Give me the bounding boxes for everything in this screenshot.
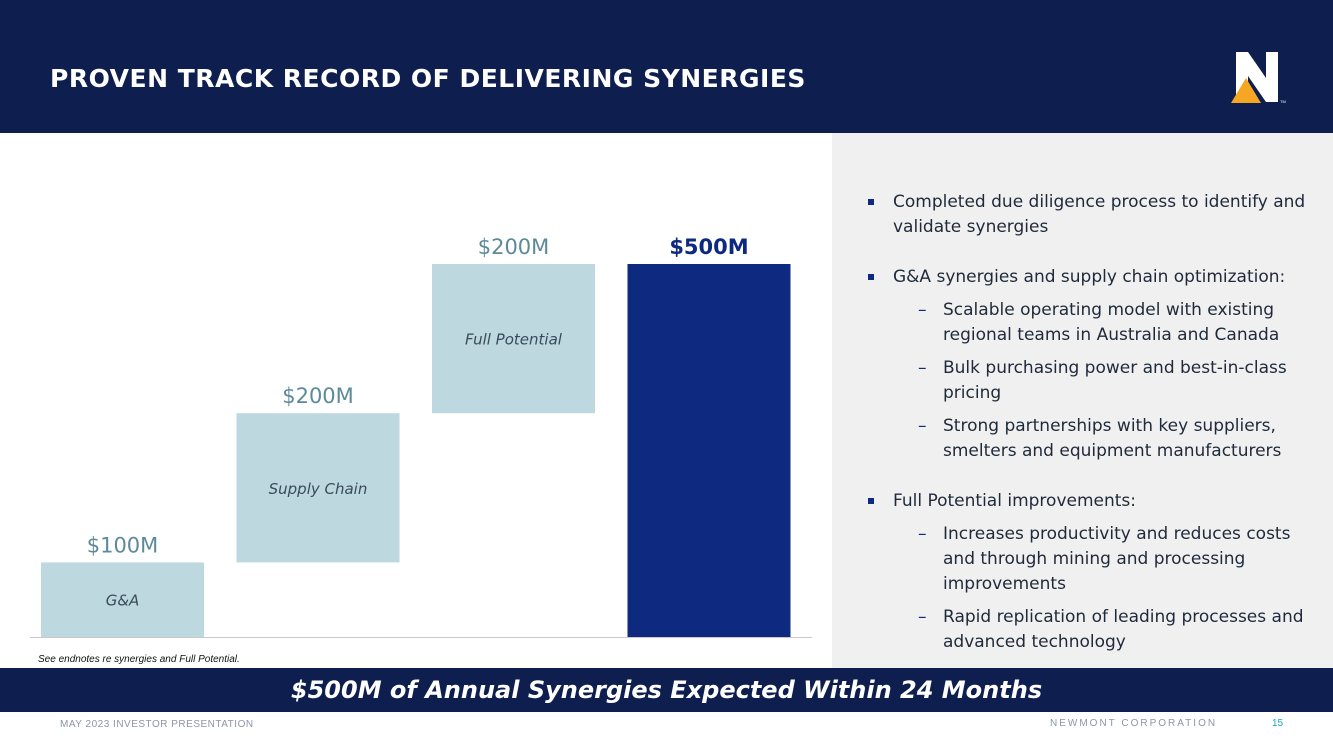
page-number: 15: [1272, 718, 1284, 729]
summary-banner: $500M of Annual Synergies Expected Withi…: [0, 668, 1333, 712]
dash-icon: –: [918, 358, 927, 378]
synergy-waterfall-chart: $100M G&A $200M Supply Chain $200M Full Poten…: [30, 235, 812, 665]
dash-icon: –: [918, 607, 927, 627]
sub-bullet-text: Strong partnerships with key suppliers, …: [943, 416, 1282, 461]
bullet-text: G&A synergies and supply chain optimizat…: [893, 267, 1286, 287]
bullet-square-icon: [868, 199, 874, 205]
bullet-item: Full Potential improvements: – Increases …: [868, 489, 1323, 655]
bullet-list: Completed due diligence process to ident…: [868, 190, 1323, 680]
footer-presentation-label: MAY 2023 INVESTOR PRESENTATION: [60, 719, 254, 730]
dash-icon: –: [918, 416, 927, 436]
bullet-text: Full Potential improvements:: [893, 491, 1137, 511]
increment-bar: [41, 562, 204, 637]
newmont-n-logo-icon: TM: [1231, 52, 1286, 104]
total-bar: [627, 264, 791, 637]
sub-bullet: – Bulk purchasing power and best-in-class…: [893, 356, 1323, 406]
bar-category-label: G&A: [106, 592, 140, 610]
summary-banner-text: $500M of Annual Synergies Expected Withi…: [290, 676, 1043, 704]
sub-bullet: – Scalable operating model with existing …: [893, 298, 1323, 348]
sub-bullet: – Rapid replication of leading processes …: [893, 605, 1323, 655]
increment-bar: [236, 413, 400, 563]
bar-category-label: Supply Chain: [269, 480, 368, 498]
value-label: $500M: [669, 235, 748, 259]
increment-bar: [432, 264, 595, 414]
trademark-text: TM: [1280, 99, 1286, 104]
sub-bullet: – Increases productivity and reduces cost…: [893, 522, 1323, 597]
sub-bullet-text: Increases productivity and reduces costs…: [943, 524, 1291, 594]
bullet-text: Completed due diligence process to ident…: [893, 192, 1306, 237]
bar-category-label: Full Potential: [465, 331, 563, 349]
sub-bullet-text: Rapid replication of leading processes a…: [943, 607, 1304, 652]
dash-icon: –: [918, 524, 927, 544]
value-label: $200M: [282, 384, 354, 408]
sub-bullet-text: Scalable operating model with existing r…: [943, 300, 1280, 345]
bullet-panel: [832, 133, 1333, 668]
sub-bullet-text: Bulk purchasing power and best-in-class …: [943, 358, 1287, 403]
dash-icon: –: [918, 300, 927, 320]
chart-footnote: See endnotes re synergies and Full Poten…: [38, 654, 240, 665]
value-label: $100M: [87, 533, 159, 557]
header-bar: PROVEN TRACK RECORD OF DELIVERING SYNERG…: [0, 0, 1333, 133]
bullet-item: G&A synergies and supply chain optimizat…: [868, 265, 1323, 464]
bullet-item: Completed due diligence process to ident…: [868, 190, 1323, 240]
footer-company-label: NEWMONT CORPORATION: [1050, 718, 1218, 729]
page-title: PROVEN TRACK RECORD OF DELIVERING SYNERG…: [50, 64, 806, 93]
bullet-square-icon: [868, 498, 874, 504]
sub-bullet: – Strong partnerships with key suppliers,…: [893, 414, 1323, 464]
value-label: $200M: [478, 235, 550, 259]
bullet-square-icon: [868, 274, 874, 280]
